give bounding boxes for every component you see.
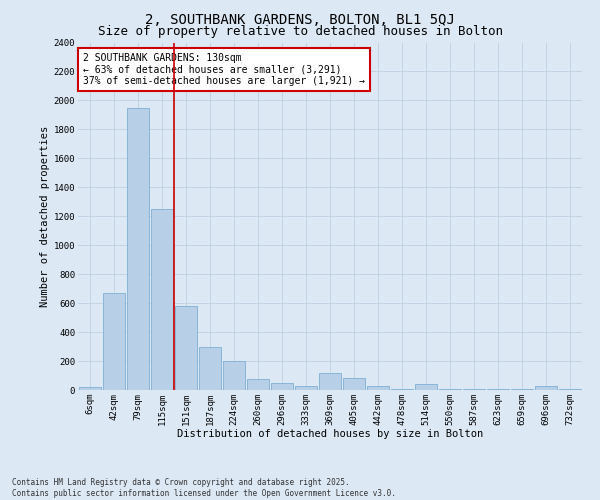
Bar: [343, 378, 365, 390]
Y-axis label: Number of detached properties: Number of detached properties: [40, 126, 50, 307]
Bar: [175, 306, 197, 390]
Bar: [247, 379, 269, 390]
Text: 2 SOUTHBANK GARDENS: 130sqm
← 63% of detached houses are smaller (3,291)
37% of : 2 SOUTHBANK GARDENS: 130sqm ← 63% of det…: [83, 53, 365, 86]
Text: 2, SOUTHBANK GARDENS, BOLTON, BL1 5QJ: 2, SOUTHBANK GARDENS, BOLTON, BL1 5QJ: [145, 12, 455, 26]
Bar: [223, 361, 245, 390]
X-axis label: Distribution of detached houses by size in Bolton: Distribution of detached houses by size …: [177, 429, 483, 439]
Bar: [151, 209, 173, 390]
Bar: [319, 372, 341, 390]
Bar: [295, 386, 317, 390]
Bar: [199, 346, 221, 390]
Bar: [79, 387, 101, 390]
Bar: [367, 386, 389, 390]
Bar: [535, 386, 557, 390]
Text: Size of property relative to detached houses in Bolton: Size of property relative to detached ho…: [97, 25, 503, 38]
Bar: [127, 108, 149, 390]
Bar: [415, 384, 437, 390]
Bar: [271, 383, 293, 390]
Text: Contains HM Land Registry data © Crown copyright and database right 2025.
Contai: Contains HM Land Registry data © Crown c…: [12, 478, 396, 498]
Bar: [103, 293, 125, 390]
